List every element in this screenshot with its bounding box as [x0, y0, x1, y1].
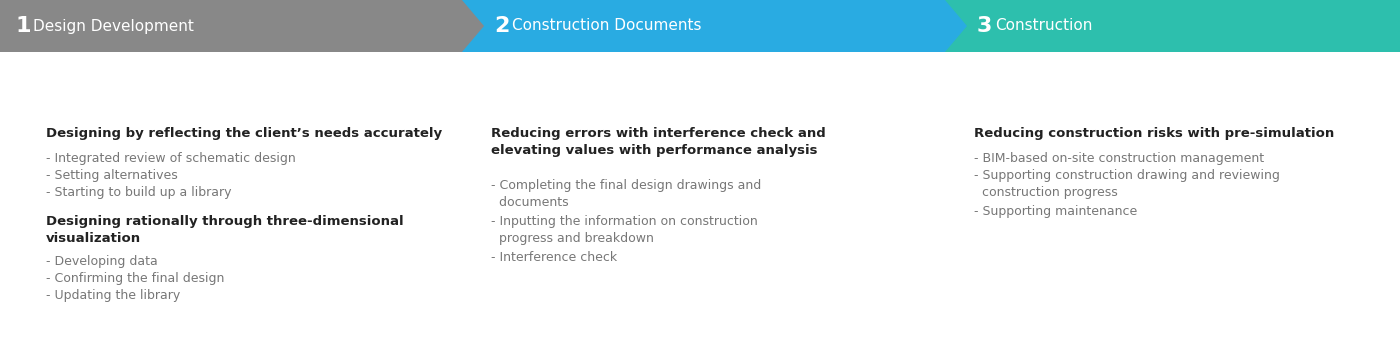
Text: Construction Documents: Construction Documents	[512, 19, 701, 33]
Text: Designing by reflecting the client’s needs accurately: Designing by reflecting the client’s nee…	[46, 127, 442, 140]
Text: Construction: Construction	[995, 19, 1092, 33]
Text: - Developing data: - Developing data	[46, 255, 158, 268]
Text: - BIM-based on-site construction management: - BIM-based on-site construction managem…	[974, 152, 1264, 165]
Text: - Setting alternatives: - Setting alternatives	[46, 169, 178, 182]
Text: Reducing errors with interference check and
elevating values with performance an: Reducing errors with interference check …	[491, 127, 826, 157]
Polygon shape	[945, 0, 1400, 52]
Text: 2: 2	[494, 16, 510, 36]
Text: Reducing construction risks with pre-simulation: Reducing construction risks with pre-sim…	[974, 127, 1334, 140]
Text: - Inputting the information on construction
  progress and breakdown: - Inputting the information on construct…	[491, 215, 757, 245]
Text: - Interference check: - Interference check	[491, 251, 617, 264]
Polygon shape	[462, 0, 981, 52]
Text: - Supporting maintenance: - Supporting maintenance	[974, 205, 1137, 218]
Text: Designing rationally through three-dimensional
visualization: Designing rationally through three-dimen…	[46, 215, 403, 245]
Text: - Starting to build up a library: - Starting to build up a library	[46, 186, 231, 199]
Text: - Integrated review of schematic design: - Integrated review of schematic design	[46, 152, 295, 165]
Text: - Updating the library: - Updating the library	[46, 289, 181, 302]
Text: - Supporting construction drawing and reviewing
  construction progress: - Supporting construction drawing and re…	[974, 169, 1280, 199]
Text: - Completing the final design drawings and
  documents: - Completing the final design drawings a…	[491, 179, 762, 209]
Polygon shape	[0, 0, 498, 52]
Text: - Confirming the final design: - Confirming the final design	[46, 272, 224, 285]
Text: 1: 1	[15, 16, 31, 36]
Text: Design Development: Design Development	[34, 19, 193, 33]
Text: 3: 3	[977, 16, 993, 36]
